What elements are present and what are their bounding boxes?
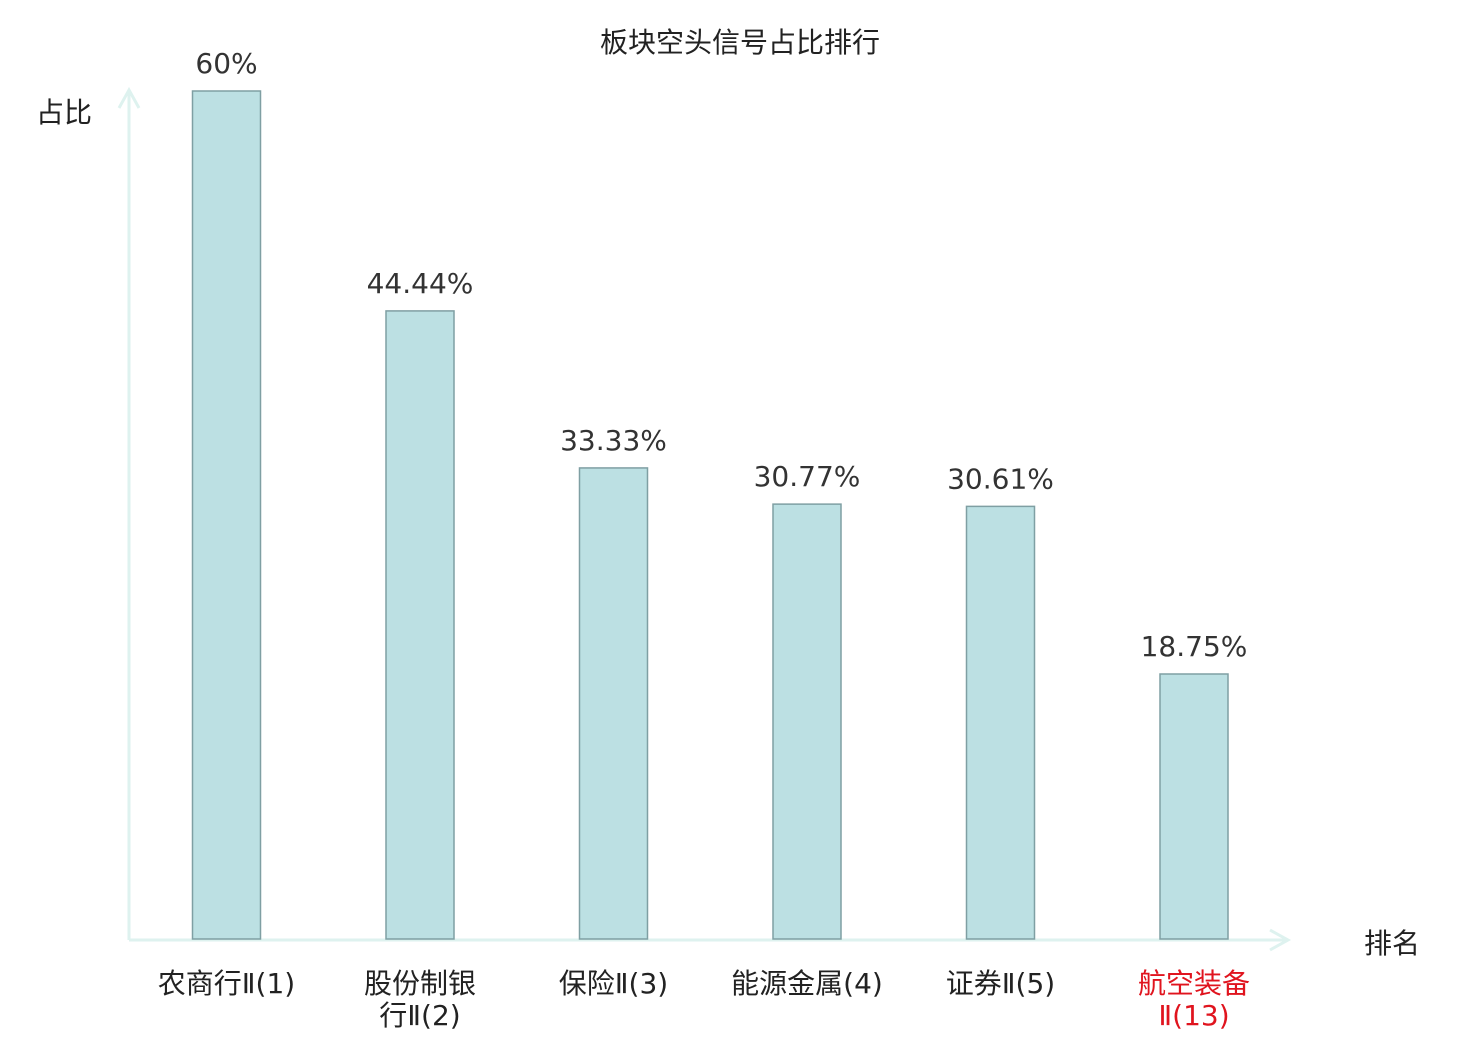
bar (578, 467, 649, 940)
bar-value-label: 30.61% (947, 462, 1054, 495)
y-axis-label: 占比 (36, 96, 92, 129)
bars-group (191, 90, 1229, 940)
x-axis-label: 排名 (1364, 927, 1420, 960)
category-tick-label: 能源金属(4) (731, 967, 883, 1000)
x-axis-arrow (1269, 928, 1292, 952)
chart-title: 板块空头信号占比排行 (600, 26, 880, 59)
bar-value-label: 60% (195, 47, 257, 80)
category-tick-label: 航空装备 (1138, 967, 1250, 1000)
bar-value-label: 33.33% (560, 424, 667, 457)
category-tick-label: Ⅱ(13) (1158, 999, 1229, 1032)
axes (117, 86, 1292, 952)
category-tick-label: 股份制银 (364, 967, 476, 1000)
bar (1159, 673, 1229, 940)
y-axis-arrow (117, 86, 141, 109)
category-tick-label: 农商行Ⅱ(1) (158, 967, 295, 1000)
bar (772, 503, 842, 940)
bar (385, 310, 455, 940)
bar (191, 90, 262, 940)
bar-value-label: 44.44% (367, 267, 474, 300)
value-labels-group: 60% 44.44% 33.33% 30.77% 30.61% 18.75% (195, 47, 1247, 663)
bar (965, 505, 1036, 940)
bar-value-label: 18.75% (1141, 630, 1248, 663)
category-tick-label: 证券Ⅱ(5) (946, 967, 1055, 1000)
category-tick-label: 保险Ⅱ(3) (559, 967, 668, 1000)
category-tick-label: 行Ⅱ(2) (379, 999, 460, 1032)
bar-value-label: 30.77% (754, 460, 861, 493)
